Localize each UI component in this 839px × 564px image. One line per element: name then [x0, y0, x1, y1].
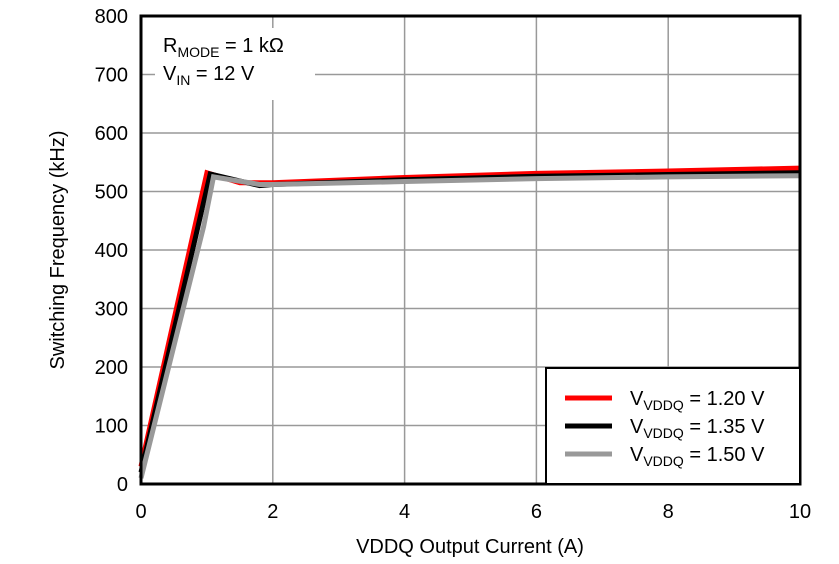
annotation-vin: VIN = 12 V [163, 63, 255, 88]
x-axis-label: VDDQ Output Current (A) [356, 536, 584, 558]
y-tick-label: 0 [117, 474, 128, 496]
x-tick-label: 0 [135, 501, 146, 523]
x-tick-label: 10 [789, 501, 811, 523]
series-lines [138, 165, 801, 479]
x-tick-label: 8 [663, 501, 674, 523]
y-tick-label: 500 [95, 182, 128, 204]
y-tick-label: 400 [95, 240, 128, 262]
y-tick-label: 800 [95, 6, 128, 28]
x-tick-label: 4 [399, 501, 410, 523]
legend: VVDDQ = 1.20 V VVDDQ = 1.35 V VVDDQ = 1.50… [545, 367, 801, 485]
plot-frame [139, 14, 802, 486]
y-axis-label: Switching Frequency (kHz) [47, 131, 69, 370]
x-tick-label: 2 [267, 501, 278, 523]
legend-label-2: VVDDQ = 1.35 V [630, 416, 765, 441]
y-tick-label: 100 [95, 416, 128, 438]
legend-label-1: VVDDQ = 1.20 V [630, 388, 765, 413]
x-tick-label: 6 [531, 501, 542, 523]
annotation-bg [155, 28, 315, 100]
y-tick-label: 600 [95, 123, 128, 145]
series-line-3 [138, 173, 801, 479]
annotation-rmode: RMODE = 1 kΩ [163, 35, 284, 60]
y-tick-label: 700 [95, 65, 128, 87]
y-tick-label: 200 [95, 357, 128, 379]
legend-label-3: VVDDQ = 1.50 V [630, 444, 765, 469]
y-tick-label: 300 [95, 299, 128, 321]
